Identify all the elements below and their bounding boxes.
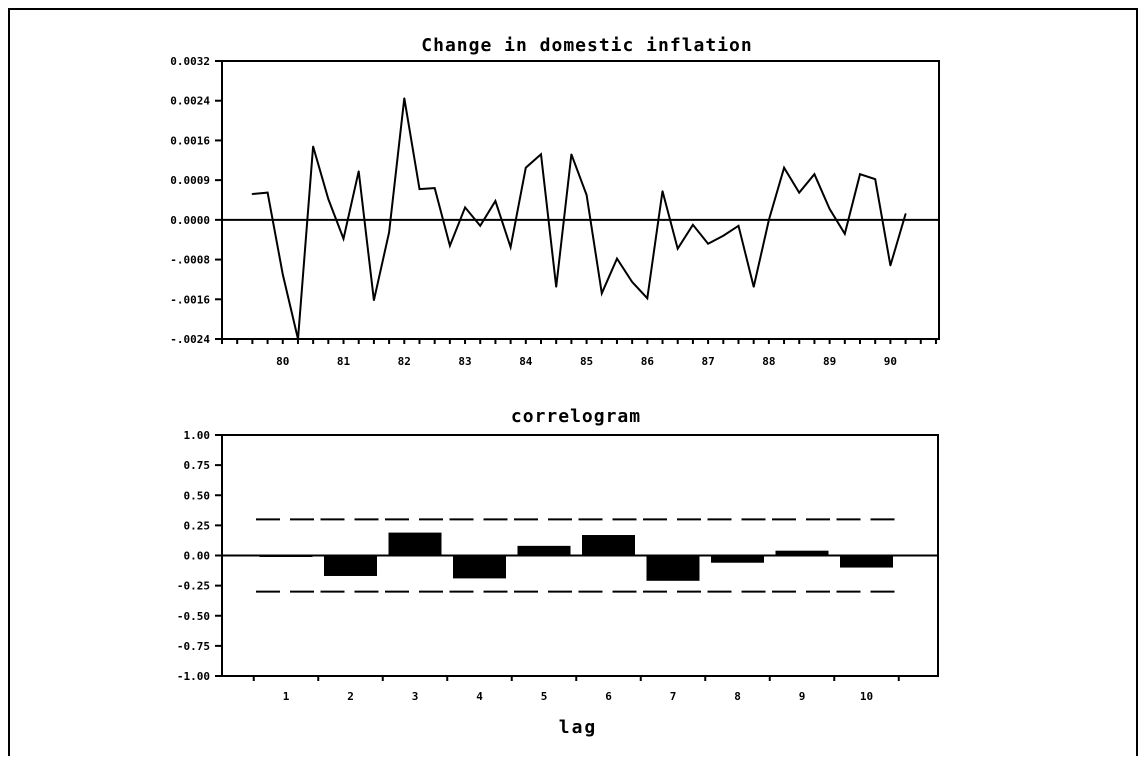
correlogram-x-axis: 1 2 3 4 5 6 7 8 9 10 (252, 676, 900, 703)
bar (775, 550, 829, 556)
x-tick-label: 7 (670, 690, 677, 703)
x-tick-label: 84 (519, 355, 533, 368)
bar (646, 555, 700, 581)
x-tick-label: 80 (276, 355, 289, 368)
y-tick-label: -.0024 (170, 333, 210, 346)
correlogram-bars (259, 532, 893, 581)
correlogram-y-axis: 1.00 0.75 0.50 0.25 0.00 -0.25 -0.50 -0.75 -1.00 (177, 429, 222, 683)
line-chart-x-axis: 80 81 82 83 84 85 86 87 88 89 90 (221, 339, 937, 368)
line-chart: Change in domestic inflation 0.0032 0.002… (170, 35, 940, 368)
bar (517, 545, 571, 556)
bar (711, 555, 764, 563)
x-tick-label: 86 (641, 355, 655, 368)
x-tick-label: 5 (541, 690, 548, 703)
y-tick-label: -0.75 (177, 640, 210, 653)
y-tick-label: 0.00 (184, 550, 211, 563)
confidence-band (256, 518, 895, 593)
y-tick-label: 0.0016 (170, 134, 210, 147)
y-tick-label: 0.0024 (170, 95, 210, 108)
x-tick-label: 2 (347, 690, 354, 703)
correlogram-x-label: lag (559, 717, 598, 738)
y-tick-label: -1.00 (177, 670, 210, 683)
line-chart-title: Change in domestic inflation (421, 35, 752, 56)
bar (582, 535, 635, 556)
x-tick-label: 82 (398, 355, 411, 368)
bar (324, 555, 377, 576)
x-tick-label: 87 (701, 355, 714, 368)
correlogram-chart: correlogram 1.00 0.75 0.50 0.25 0.00 -0.25 -0.… (177, 406, 939, 738)
figure-frame (8, 8, 1138, 756)
x-tick-label: 88 (762, 355, 775, 368)
y-tick-label: 0.0009 (170, 174, 210, 187)
y-tick-label: -.0008 (170, 254, 210, 267)
line-chart-plot-area (221, 60, 940, 340)
x-tick-label: 8 (734, 690, 741, 703)
y-tick-label: -0.50 (177, 610, 210, 623)
x-tick-label: 90 (884, 355, 897, 368)
x-tick-label: 6 (605, 690, 612, 703)
line-chart-y-axis: 0.0032 0.0024 0.0016 0.0009 0.0000 -.0008 -.00… (170, 55, 222, 346)
x-tick-label: 4 (476, 690, 483, 703)
bar (259, 555, 313, 557)
x-tick-label: 81 (337, 355, 351, 368)
series-line (252, 98, 907, 340)
bar (453, 555, 506, 579)
y-tick-label: 1.00 (184, 429, 211, 442)
y-tick-label: 0.50 (184, 489, 211, 502)
y-tick-label: 0.75 (184, 459, 211, 472)
y-tick-label: 0.0032 (170, 55, 210, 68)
y-tick-label: 0.0000 (170, 214, 210, 227)
x-tick-label: 3 (412, 690, 419, 703)
x-tick-label: 1 (283, 690, 290, 703)
x-tick-label: 9 (799, 690, 806, 703)
correlogram-title: correlogram (511, 406, 641, 427)
line-chart-points (251, 97, 907, 340)
y-tick-label: -0.25 (177, 580, 210, 593)
bar (388, 532, 442, 556)
bar (840, 555, 893, 568)
x-tick-label: 10 (860, 690, 873, 703)
x-tick-label: 89 (823, 355, 836, 368)
x-tick-label: 85 (580, 355, 593, 368)
x-tick-label: 83 (458, 355, 471, 368)
y-tick-label: -.0016 (170, 293, 210, 306)
y-tick-label: 0.25 (184, 519, 211, 532)
